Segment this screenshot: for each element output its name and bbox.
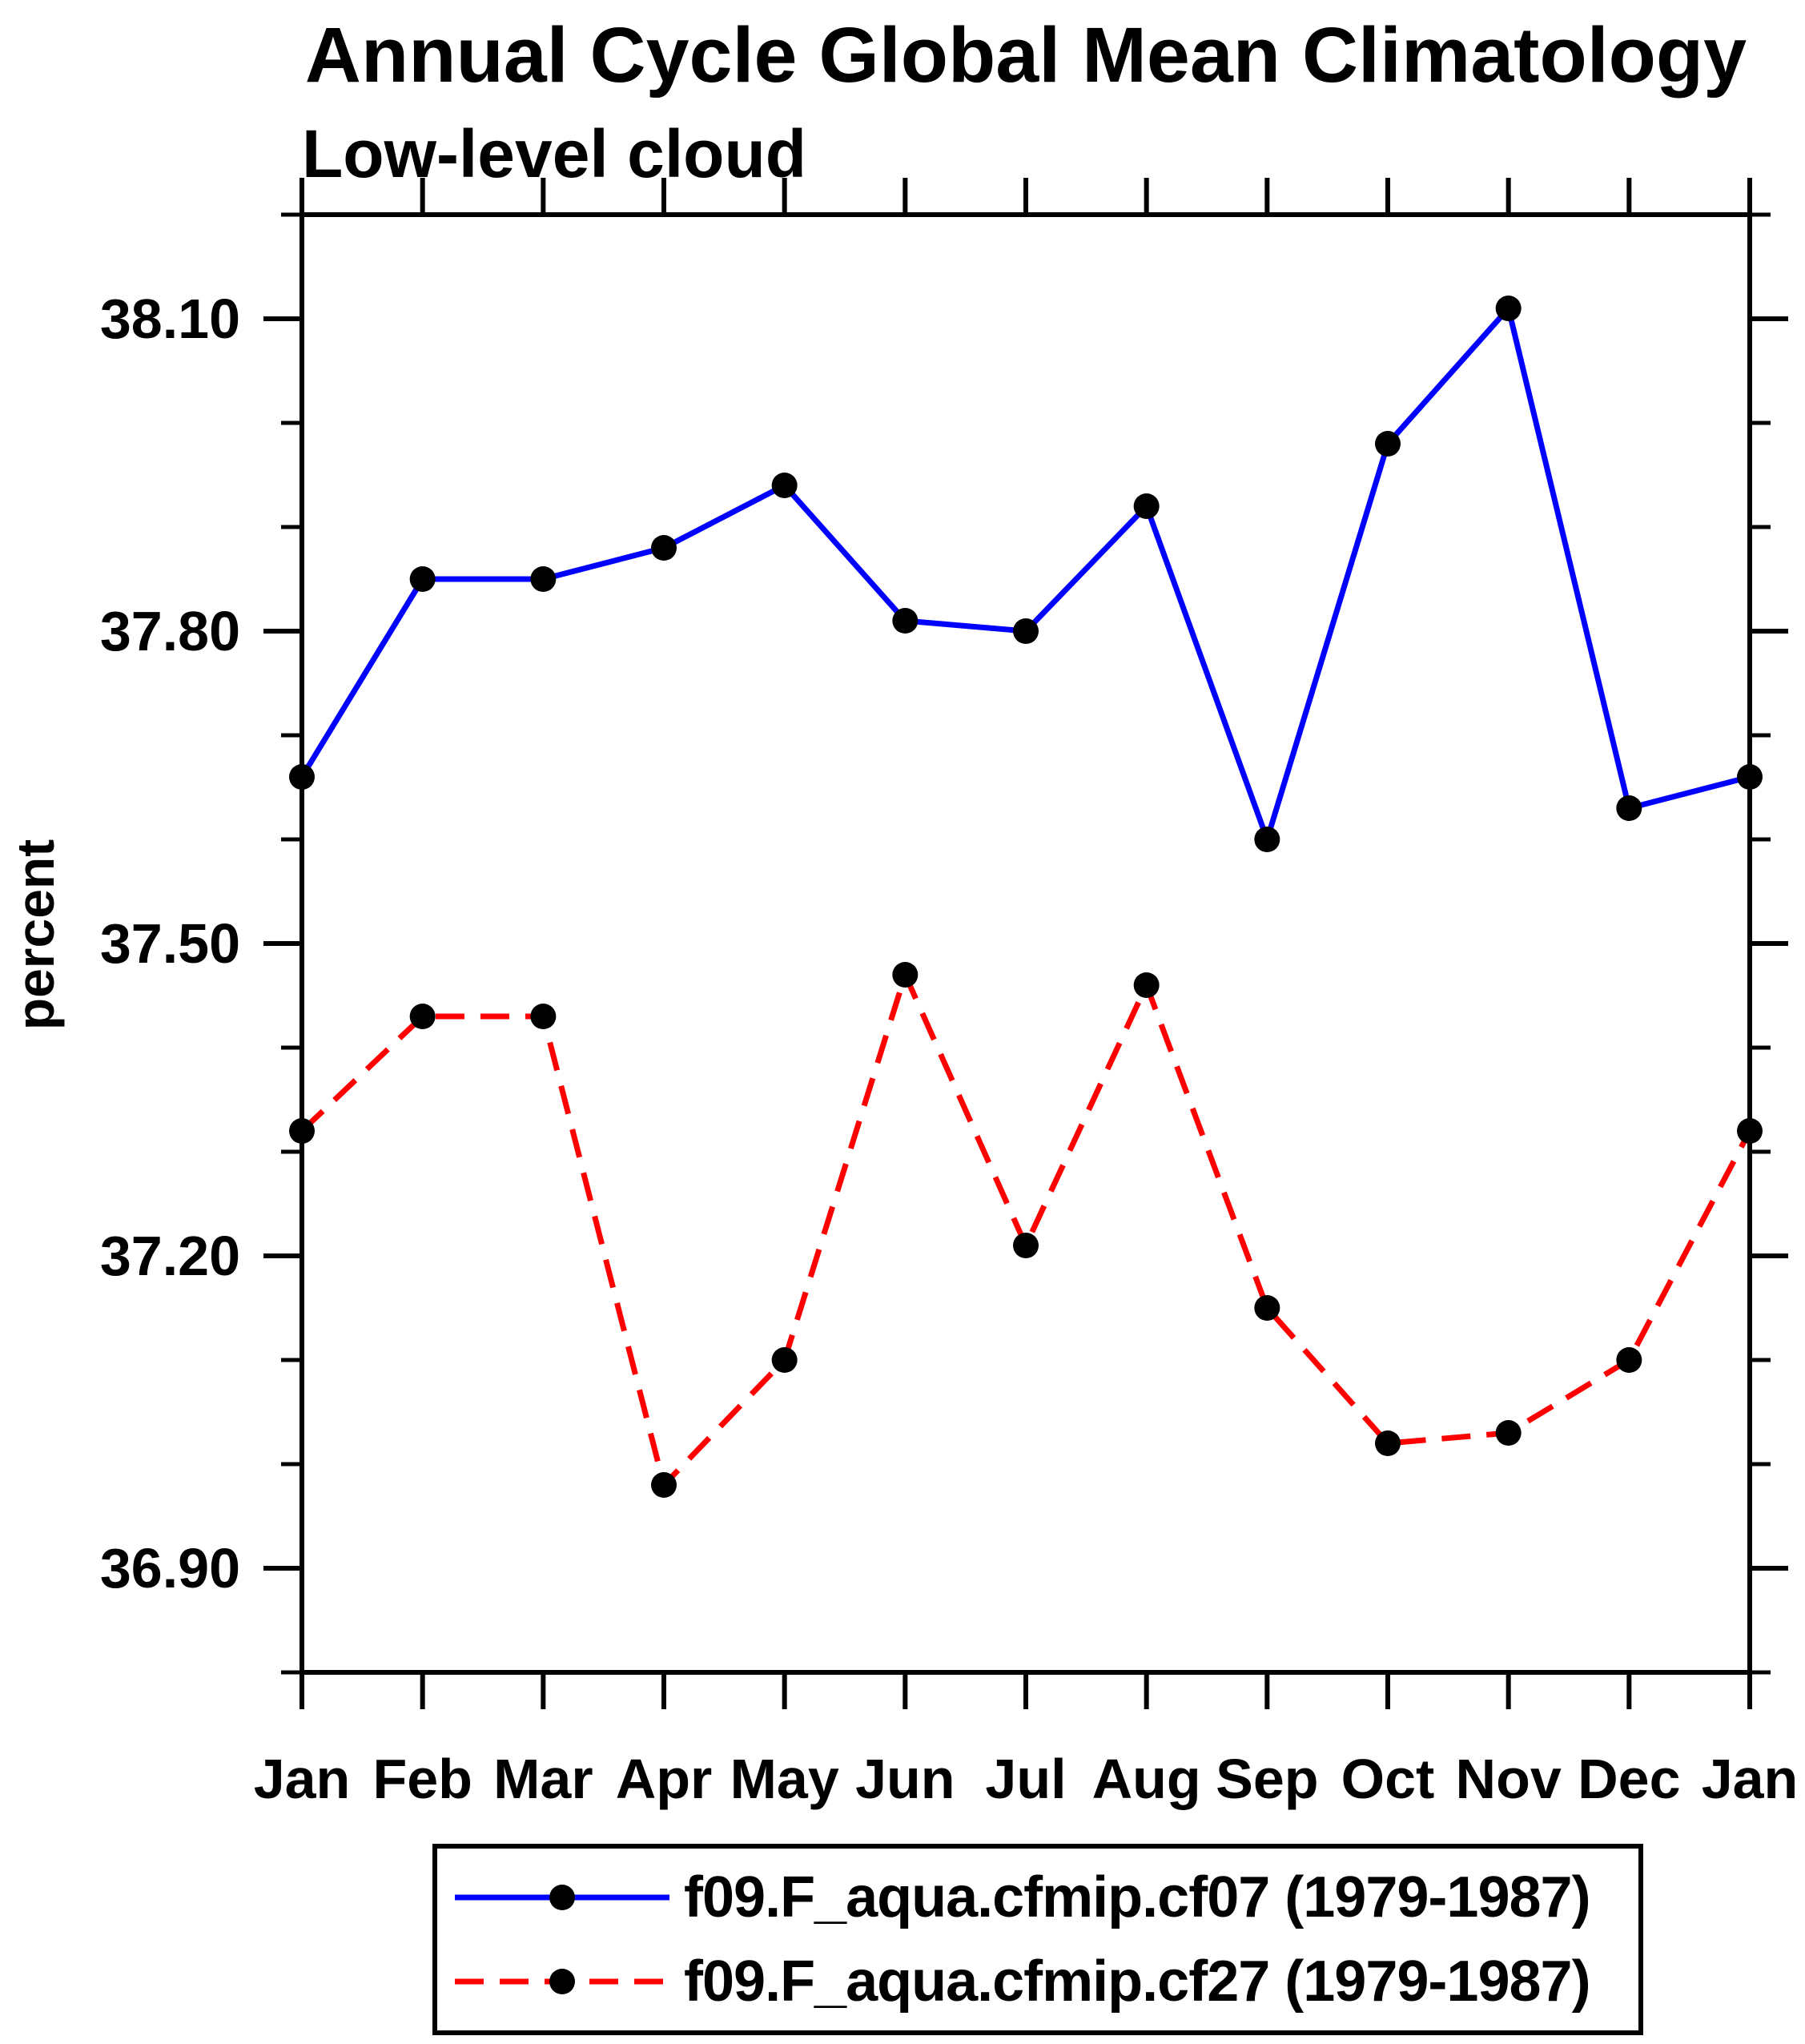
- chart-title: Annual Cycle Global Mean Climatology: [304, 11, 1747, 99]
- legend-sample-cf27: [455, 1969, 669, 1995]
- data-point-marker: [530, 1004, 557, 1029]
- x-tick-label: Aug: [1092, 1748, 1201, 1810]
- x-tick-label: Sep: [1216, 1748, 1318, 1810]
- data-point-marker: [1013, 1233, 1039, 1258]
- data-point-marker: [1254, 827, 1280, 852]
- data-point-marker: [1013, 618, 1039, 644]
- x-tick-label: Apr: [616, 1748, 713, 1810]
- y-tick-label: 37.50: [100, 912, 240, 975]
- data-point-marker: [892, 608, 919, 634]
- x-tick-label: Dec: [1578, 1748, 1680, 1810]
- data-point-marker: [1737, 1118, 1763, 1144]
- y-tick-label: 38.10: [100, 288, 240, 350]
- data-point-marker: [1495, 1420, 1522, 1446]
- plot-border: [299, 212, 1752, 1675]
- data-point-marker: [1616, 795, 1642, 821]
- data-point-marker: [892, 962, 919, 988]
- legend-marker-icon: [549, 1969, 575, 1995]
- x-tick-label: May: [730, 1748, 839, 1810]
- x-tick-label: Jan: [254, 1748, 351, 1810]
- data-point-marker: [1616, 1347, 1642, 1373]
- y-tick-label: 37.20: [100, 1225, 240, 1287]
- y-tick-label: 37.80: [100, 600, 240, 662]
- data-point-marker: [530, 566, 557, 592]
- legend-box: f09.F_aqua.cfmip.cf07 (1979-1987) f09.F_…: [432, 1844, 1643, 2035]
- legend-item-cf27: f09.F_aqua.cfmip.cf27 (1979-1987): [450, 1945, 1638, 2018]
- data-point-marker: [1133, 972, 1160, 998]
- data-point-marker: [289, 764, 315, 790]
- series-line-1: [299, 972, 1753, 1488]
- legend-item-cf07: f09.F_aqua.cfmip.cf07 (1979-1987): [450, 1861, 1638, 1933]
- x-tick-label: Jun: [855, 1748, 955, 1810]
- legend-label-cf07: f09.F_aqua.cfmip.cf07 (1979-1987): [684, 1865, 1591, 1929]
- data-point-marker: [1375, 431, 1401, 457]
- data-point-marker: [1495, 296, 1522, 321]
- x-tick-label: Nov: [1456, 1748, 1562, 1810]
- data-point-marker: [1254, 1295, 1280, 1321]
- data-point-marker: [651, 535, 677, 561]
- data-point-marker: [1375, 1430, 1401, 1456]
- x-tick-label: Jul: [985, 1748, 1066, 1810]
- data-point-marker: [409, 1004, 436, 1029]
- legend-label-cf27: f09.F_aqua.cfmip.cf27 (1979-1987): [684, 1949, 1591, 2014]
- x-tick-label: Jan: [1702, 1748, 1799, 1810]
- data-point-marker: [771, 1347, 798, 1373]
- x-tick-label: Feb: [372, 1748, 472, 1810]
- data-point-marker: [1737, 764, 1763, 790]
- data-point-marker: [771, 473, 798, 498]
- data-point-marker: [1133, 493, 1160, 519]
- data-point-marker: [289, 1118, 315, 1144]
- x-tick-label: Mar: [493, 1748, 593, 1810]
- legend-sample-cf07: [455, 1884, 669, 1910]
- chart-subtitle: Low-level cloud: [302, 116, 807, 191]
- data-point-marker: [409, 566, 436, 592]
- series-line-0: [299, 305, 1751, 843]
- x-tick-label: Oct: [1341, 1748, 1435, 1810]
- legend-marker-icon: [549, 1884, 575, 1910]
- data-point-marker: [651, 1472, 677, 1498]
- y-tick-label: 36.90: [100, 1537, 240, 1599]
